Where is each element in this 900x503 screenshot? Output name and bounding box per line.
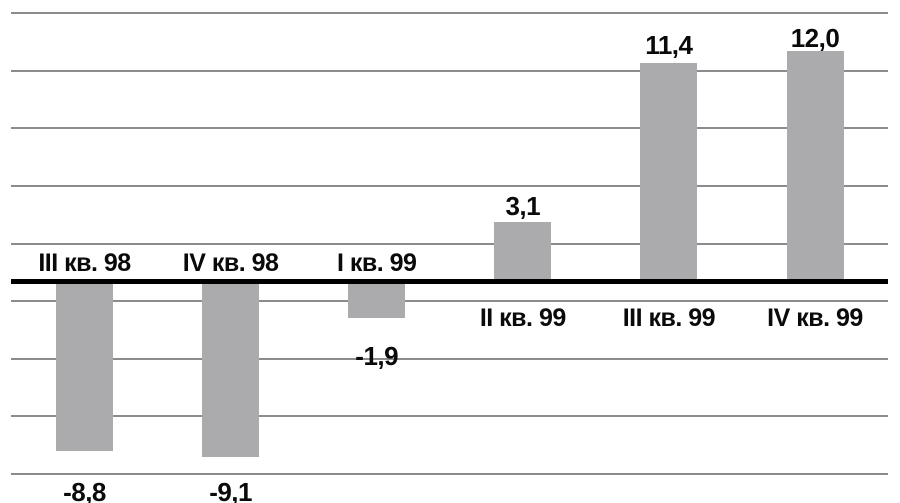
category-label: IV кв. 98 (182, 249, 279, 277)
value-label: -1,9 (355, 341, 399, 371)
category-label: IV кв. 99 (767, 304, 863, 332)
category-label: III кв. 99 (622, 304, 716, 332)
gridline (11, 242, 888, 245)
gridline (11, 127, 888, 130)
gridline (11, 69, 888, 72)
bar (56, 281, 113, 451)
category-label: II кв. 99 (479, 304, 566, 332)
bar (786, 51, 844, 282)
gridline (11, 473, 888, 475)
gridline (11, 300, 888, 303)
gridline (11, 415, 888, 418)
gridline (11, 184, 888, 187)
gridline (11, 357, 888, 360)
category-label: I кв. 99 (336, 249, 417, 277)
gridline (11, 12, 888, 14)
value-label: 11,4 (645, 30, 693, 60)
bar (348, 281, 406, 319)
bar (202, 281, 260, 457)
value-label: 12,0 (790, 23, 840, 53)
bar (494, 222, 552, 282)
value-label: 3,1 (505, 191, 541, 221)
category-label: III кв. 98 (38, 249, 131, 277)
value-label: -8,8 (63, 477, 106, 503)
value-label: -9,1 (209, 477, 252, 503)
bar (640, 62, 698, 282)
zero-axis-line (11, 279, 888, 285)
